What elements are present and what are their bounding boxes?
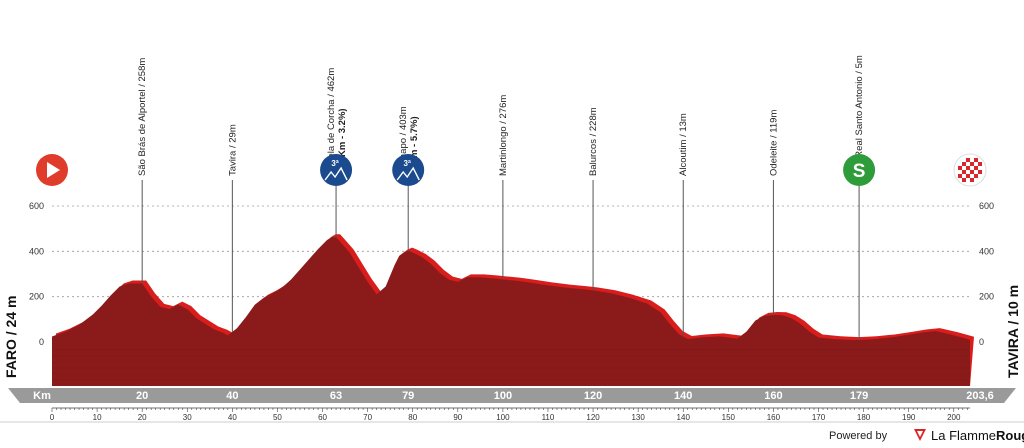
- finish-check: [978, 170, 982, 174]
- brand-name-bold: Rouge: [996, 428, 1024, 443]
- finish-check: [966, 166, 970, 170]
- finish-check: [962, 162, 966, 166]
- climb-category-icon: [320, 154, 353, 186]
- climb-category-icon: [392, 154, 425, 186]
- waypoint-label: Tavira / 29m: [227, 124, 238, 176]
- x-tick-label: 200: [947, 413, 961, 422]
- finish-check: [966, 158, 970, 162]
- y-axis-left: 0 200 400 600: [29, 201, 44, 347]
- x-tick-label: 150: [722, 413, 736, 422]
- x-tick-label: 90: [453, 413, 462, 422]
- x-tick-label: 70: [363, 413, 372, 422]
- km-band-mark: 100: [494, 390, 512, 402]
- waypoint-label: Vila Real Santo Antonio / 5m: [854, 55, 865, 176]
- flamme-rouge-logo-icon: [914, 429, 926, 441]
- x-tick-label: 190: [902, 413, 916, 422]
- km-band-bar: [8, 388, 1016, 403]
- mountain-icon: [324, 166, 348, 181]
- y-tick-label: 600: [979, 201, 994, 211]
- km-band-mark: 160: [764, 390, 782, 402]
- km-band-title: Km: [33, 390, 51, 402]
- km-band-mark: 140: [674, 390, 692, 402]
- finish-check: [970, 178, 974, 182]
- y-axis-right: 0 200 400 600: [979, 201, 994, 347]
- km-band-mark: 203,6: [966, 390, 994, 402]
- finish-check: [970, 170, 974, 174]
- waypoint-label: Portela de Corcha / 462m: [326, 68, 337, 176]
- waypoint-labels: São Brás de Alportel / 258m Tavira / 29m P…: [137, 55, 865, 176]
- waypoint-sublabel: (4 Km - 5.7%): [409, 116, 420, 176]
- x-tick-label: 20: [138, 413, 147, 422]
- mountain-icon: [396, 166, 420, 181]
- waypoint-sublabel: (7.4 Km - 3.2%): [337, 108, 348, 176]
- x-tick-label: 170: [812, 413, 826, 422]
- y-tick-label: 200: [979, 292, 994, 302]
- finish-check: [970, 162, 974, 166]
- finish-check: [978, 162, 982, 166]
- finish-check: [962, 170, 966, 174]
- finish-check: [974, 166, 978, 170]
- finish-check: [974, 158, 978, 162]
- finish-check: [962, 178, 966, 182]
- sprint-icon: [843, 154, 876, 186]
- waypoint-label: Odeleite / 119m: [768, 110, 779, 176]
- waypoint-label: Alcoutim / 13m: [678, 113, 689, 176]
- finish-check: [958, 166, 962, 170]
- x-tick-label: 160: [767, 413, 781, 422]
- powered-by-text: Powered by: [829, 430, 888, 442]
- km-band-mark: 20: [136, 390, 148, 402]
- waypoint-lines: [141, 180, 860, 340]
- x-tick-label: 180: [857, 413, 871, 422]
- x-tick-label: 30: [183, 413, 192, 422]
- climb-category-label: 3ª: [331, 159, 338, 168]
- y-tick-label: 0: [39, 337, 44, 347]
- x-tick-label: 50: [273, 413, 282, 422]
- x-tick-label: 80: [408, 413, 417, 422]
- waypoint-label: Martinlongo / 276m: [498, 95, 509, 176]
- y-tick-label: 200: [29, 292, 44, 302]
- km-band-mark: 79: [402, 390, 414, 402]
- profile-area: [52, 237, 970, 386]
- km-band-mark: 120: [584, 390, 602, 402]
- km-band-mark: 40: [226, 390, 238, 402]
- y-tick-label: 600: [29, 201, 44, 211]
- waypoint-markers: 3ª 3ª S: [36, 153, 987, 187]
- y-tick-label: 400: [979, 246, 994, 256]
- climb-category-label: 3ª: [403, 159, 410, 168]
- km-band-mark: 63: [330, 390, 342, 402]
- x-tick-label: 60: [318, 413, 327, 422]
- brand-name-normal: La Flamme: [931, 428, 996, 443]
- km-band-mark: 179: [850, 390, 868, 402]
- finish-label: TAVIRA / 10 m: [1005, 285, 1021, 378]
- y-tick-label: 400: [29, 246, 44, 256]
- x-tick-label: 110: [542, 413, 555, 422]
- x-tick-label: 120: [586, 413, 600, 422]
- waypoint-label: Cachapo / 403m: [398, 106, 409, 176]
- y-tick-label: 0: [979, 337, 984, 347]
- x-tick-label: 10: [93, 413, 102, 422]
- waypoint-label: Balurcos / 228m: [588, 107, 599, 176]
- elevation-profile: [52, 234, 974, 386]
- x-tick-label: 0: [50, 413, 55, 422]
- brand-name: La FlammeRouge: [931, 428, 1024, 443]
- finish-check: [966, 174, 970, 178]
- km-band: Km 20 40 63 79 100 120 140 160 179 203,6: [8, 388, 1016, 403]
- play-icon: [47, 162, 60, 178]
- waypoint-label: São Brás de Alportel / 258m: [137, 58, 148, 176]
- sprint-label: S: [853, 161, 866, 182]
- x-tick-label: 140: [677, 413, 691, 422]
- start-label: FARO / 24 m: [3, 296, 19, 378]
- x-tick-label: 40: [228, 413, 237, 422]
- finish-check: [958, 174, 962, 178]
- finish-check: [974, 174, 978, 178]
- x-tick-label: 100: [496, 413, 510, 422]
- x-axis: 0 10 20 30 40 50 60 70 80 90 100 110 120 130 140 150 160…: [50, 407, 970, 422]
- x-tick-label: 130: [631, 413, 645, 422]
